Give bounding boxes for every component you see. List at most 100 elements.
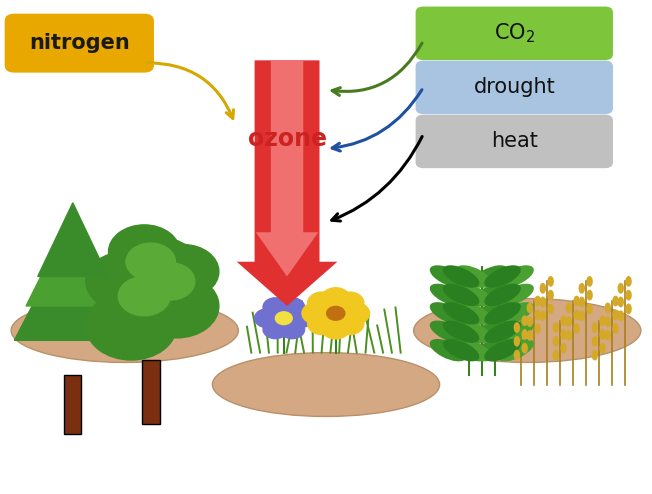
- FancyBboxPatch shape: [415, 6, 613, 60]
- Ellipse shape: [443, 339, 479, 361]
- Ellipse shape: [586, 276, 593, 287]
- Ellipse shape: [443, 284, 479, 306]
- Ellipse shape: [484, 339, 521, 361]
- Circle shape: [145, 263, 195, 300]
- Ellipse shape: [443, 321, 479, 343]
- Ellipse shape: [527, 330, 533, 341]
- Ellipse shape: [540, 310, 546, 321]
- Ellipse shape: [497, 339, 534, 361]
- Ellipse shape: [573, 295, 580, 306]
- FancyBboxPatch shape: [141, 360, 160, 424]
- Ellipse shape: [604, 316, 611, 327]
- Ellipse shape: [612, 295, 619, 306]
- Ellipse shape: [617, 283, 624, 293]
- Ellipse shape: [514, 336, 520, 347]
- Ellipse shape: [527, 302, 533, 313]
- Circle shape: [335, 313, 364, 334]
- Circle shape: [308, 292, 336, 314]
- Ellipse shape: [553, 350, 559, 361]
- Ellipse shape: [484, 284, 521, 306]
- Ellipse shape: [484, 302, 521, 325]
- Ellipse shape: [471, 339, 508, 361]
- Ellipse shape: [443, 265, 479, 288]
- Ellipse shape: [527, 316, 533, 327]
- Ellipse shape: [540, 296, 546, 307]
- Circle shape: [108, 225, 180, 279]
- Ellipse shape: [565, 316, 572, 327]
- Ellipse shape: [565, 302, 572, 313]
- Ellipse shape: [456, 339, 492, 361]
- Circle shape: [111, 237, 203, 306]
- Ellipse shape: [471, 302, 508, 325]
- Ellipse shape: [548, 303, 554, 314]
- Ellipse shape: [484, 321, 521, 343]
- Ellipse shape: [497, 284, 534, 306]
- FancyArrowPatch shape: [332, 43, 422, 95]
- Ellipse shape: [484, 265, 521, 288]
- Ellipse shape: [578, 310, 585, 321]
- Circle shape: [321, 317, 350, 339]
- Text: ozone: ozone: [248, 127, 327, 151]
- Circle shape: [126, 243, 175, 281]
- Ellipse shape: [591, 350, 598, 361]
- Text: drought: drought: [473, 78, 555, 97]
- FancyArrow shape: [256, 60, 318, 277]
- Ellipse shape: [565, 330, 572, 341]
- Text: heat: heat: [491, 131, 538, 151]
- Ellipse shape: [548, 290, 554, 300]
- Ellipse shape: [456, 321, 492, 343]
- Ellipse shape: [522, 343, 528, 354]
- Ellipse shape: [213, 353, 439, 416]
- Ellipse shape: [497, 265, 534, 288]
- Circle shape: [263, 320, 288, 338]
- Circle shape: [321, 288, 350, 309]
- Ellipse shape: [11, 298, 239, 363]
- Ellipse shape: [514, 350, 520, 361]
- Ellipse shape: [604, 330, 611, 341]
- Ellipse shape: [560, 343, 567, 354]
- Ellipse shape: [430, 284, 466, 306]
- Circle shape: [86, 252, 164, 311]
- Ellipse shape: [471, 265, 508, 288]
- Ellipse shape: [617, 296, 624, 307]
- Ellipse shape: [573, 323, 580, 334]
- Circle shape: [280, 298, 304, 317]
- Ellipse shape: [443, 302, 479, 325]
- Circle shape: [275, 312, 292, 325]
- Ellipse shape: [430, 302, 466, 325]
- Ellipse shape: [599, 329, 606, 340]
- Ellipse shape: [625, 303, 632, 314]
- Ellipse shape: [471, 321, 508, 343]
- Ellipse shape: [522, 315, 528, 326]
- Circle shape: [302, 302, 331, 324]
- Ellipse shape: [625, 276, 632, 287]
- Circle shape: [280, 320, 304, 338]
- Ellipse shape: [586, 303, 593, 314]
- Text: nitrogen: nitrogen: [29, 33, 130, 53]
- FancyArrowPatch shape: [147, 63, 233, 119]
- Ellipse shape: [471, 284, 508, 306]
- Ellipse shape: [535, 295, 541, 306]
- Circle shape: [263, 298, 288, 317]
- Ellipse shape: [612, 309, 619, 320]
- Circle shape: [341, 302, 370, 324]
- Ellipse shape: [522, 329, 528, 340]
- Polygon shape: [26, 212, 119, 306]
- Ellipse shape: [578, 283, 585, 293]
- Ellipse shape: [553, 322, 559, 333]
- Ellipse shape: [540, 283, 546, 293]
- Ellipse shape: [625, 290, 632, 300]
- FancyBboxPatch shape: [5, 14, 154, 73]
- Ellipse shape: [456, 284, 492, 306]
- Text: CO$_2$: CO$_2$: [494, 22, 535, 45]
- Polygon shape: [38, 203, 108, 277]
- Ellipse shape: [497, 302, 534, 325]
- Ellipse shape: [599, 343, 606, 354]
- Ellipse shape: [456, 265, 492, 288]
- Circle shape: [134, 274, 219, 338]
- Circle shape: [327, 306, 345, 320]
- Ellipse shape: [535, 309, 541, 320]
- Ellipse shape: [578, 296, 585, 307]
- Ellipse shape: [560, 315, 567, 326]
- FancyArrowPatch shape: [332, 90, 422, 151]
